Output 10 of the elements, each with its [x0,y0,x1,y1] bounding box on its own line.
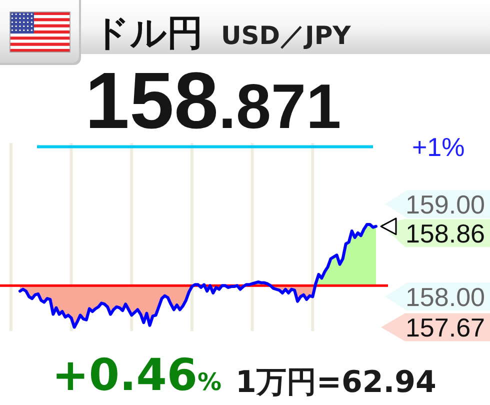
y-tick-label: 158.00 [405,282,485,312]
annotation: 158.871 [85,56,342,145]
annotation: 158.86 [405,218,485,249]
subtitle: USD／JPY [221,21,351,50]
annotation: +0.46% [52,350,222,401]
annotation: +1% [412,132,465,162]
title: ドル円 [93,13,203,54]
y-tick-label: 159.00 [405,190,485,220]
annotation: 1万円=62.94 [235,365,436,400]
annotation: 157.67 [405,312,485,343]
